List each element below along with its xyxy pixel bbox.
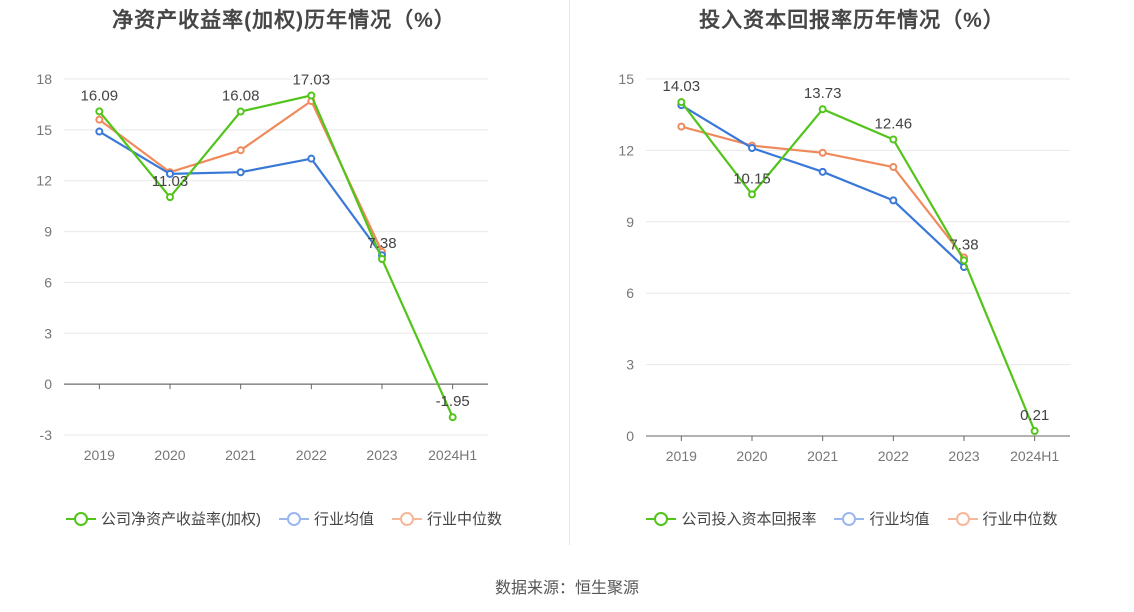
- data-label: 0.21: [1020, 407, 1049, 424]
- roic-chart-plot: 0 3 6 9 12 15 2019 2020 2021 2022 2023 2024H1 14.03 1…: [618, 71, 1070, 464]
- data-point: [95, 127, 104, 136]
- series-line: [98, 94, 454, 418]
- legend-label-company: 公司净资产收益率(加权): [100, 511, 261, 528]
- legend-marker-company: [65, 511, 96, 526]
- x-tick-label: 2020: [154, 447, 185, 463]
- roic-chart-panel: 投入资本回报率历年情况（%） 0 3 6 9 12 15 2019 2020 2021 2022 2…: [570, 0, 1134, 560]
- data-label: 11.03: [152, 173, 188, 190]
- chart-legend: 公司净资产收益率(加权) 行业均值 行业中位数: [0, 508, 568, 529]
- legend-item-industry-median[interactable]: 行业中位数: [392, 508, 502, 529]
- data-point: [236, 168, 245, 177]
- legend-marker-industry-median: [392, 511, 422, 526]
- data-point: [166, 169, 174, 178]
- data-point: [889, 163, 898, 172]
- legend-item-industry-median[interactable]: 行业中位数: [947, 508, 1058, 529]
- x-tick-label: 2024H1: [428, 447, 477, 463]
- data-label: 16.09: [81, 87, 119, 104]
- legend-label-industry-mean: 行业均值: [869, 511, 930, 528]
- y-tick-label: -3: [40, 427, 53, 443]
- legend-label-company: 公司投入资本回报率: [681, 511, 817, 528]
- panel-divider: [569, 0, 570, 545]
- y-tick-label: 6: [626, 285, 634, 301]
- chart-title: 投入资本回报率历年情况（%）: [699, 9, 1005, 32]
- data-point: [1030, 427, 1039, 436]
- data-label: 12.46: [875, 115, 913, 132]
- data-point: [677, 98, 686, 107]
- y-tick-label: 3: [44, 325, 52, 341]
- data-label: 14.03: [663, 78, 701, 95]
- data-label: 10.15: [733, 170, 771, 187]
- x-tick-label: 2020: [736, 448, 767, 464]
- chart-title: 净资产收益率(加权)历年情况（%）: [112, 9, 456, 32]
- data-label: 16.08: [222, 88, 260, 105]
- legend-marker-industry-mean: [834, 511, 865, 526]
- x-tick-label: 2022: [296, 447, 327, 463]
- x-tick-label: 2022: [878, 448, 909, 464]
- y-tick-label: 12: [36, 173, 52, 189]
- data-point: [818, 167, 827, 176]
- data-label: -1.95: [436, 393, 470, 410]
- data-point: [95, 115, 104, 124]
- series-line: [681, 125, 965, 259]
- x-tick-label: 2019: [666, 448, 697, 464]
- legend-marker-company: [646, 511, 677, 526]
- y-tick-label: 6: [44, 274, 52, 290]
- x-tick-label: 2019: [84, 447, 115, 463]
- series-line: [680, 101, 1036, 432]
- data-point: [748, 190, 756, 199]
- data-point: [378, 255, 386, 264]
- data-point: [818, 148, 827, 157]
- y-tick-label: 9: [626, 214, 634, 230]
- data-point: [889, 135, 898, 144]
- data-point: [960, 256, 968, 265]
- data-point: [95, 107, 104, 116]
- series-line: [98, 99, 383, 253]
- data-label: 17.03: [293, 71, 331, 88]
- x-tick-label: 2021: [225, 447, 256, 463]
- data-point: [448, 413, 457, 422]
- data-point: [818, 105, 827, 114]
- y-tick-label: 3: [626, 357, 634, 373]
- roe-chart-panel: 净资产收益率(加权)历年情况（%） -3 0 3 6 9 12 15 18 2019 2020 20…: [0, 0, 568, 560]
- data-label: 7.38: [367, 235, 396, 252]
- data-point: [236, 146, 245, 155]
- y-tick-label: 12: [618, 142, 634, 158]
- data-source-note: 数据来源：恒生聚源: [494, 580, 639, 597]
- data-point: [236, 107, 245, 116]
- y-tick-label: 0: [44, 376, 52, 392]
- data-point: [166, 193, 174, 202]
- legend-item-company[interactable]: 公司投入资本回报率: [646, 508, 816, 529]
- legend-label-industry-mean: 行业均值: [313, 511, 374, 528]
- legend-label-industry-median: 行业中位数: [427, 511, 503, 528]
- legend-item-industry-mean[interactable]: 行业均值: [834, 508, 930, 529]
- y-tick-label: 18: [36, 71, 52, 87]
- x-tick-label: 2021: [807, 448, 838, 464]
- data-point: [307, 154, 316, 163]
- y-tick-label: 15: [618, 71, 634, 87]
- data-point: [677, 122, 686, 131]
- chart-legend: 公司投入资本回报率 行业均值 行业中位数: [570, 508, 1134, 529]
- data-label: 7.38: [949, 236, 978, 253]
- x-tick-label: 2024H1: [1010, 448, 1059, 464]
- roe-chart-plot: -3 0 3 6 9 12 15 18 2019 2020 2021 2022 2023 2024H1 16…: [36, 71, 488, 463]
- data-point: [748, 144, 756, 153]
- legend-item-company[interactable]: 公司净资产收益率(加权): [65, 508, 261, 529]
- data-label: 13.73: [804, 85, 842, 102]
- x-tick-label: 2023: [948, 448, 979, 464]
- legend-marker-industry-mean: [278, 511, 309, 526]
- data-point: [889, 196, 898, 205]
- legend-marker-industry-median: [947, 511, 978, 526]
- y-tick-label: 15: [36, 122, 52, 138]
- legend-label-industry-median: 行业中位数: [982, 511, 1058, 528]
- x-tick-label: 2023: [366, 447, 397, 463]
- y-tick-label: 9: [44, 224, 52, 240]
- y-tick-label: 0: [626, 428, 634, 444]
- data-point: [307, 91, 316, 100]
- legend-item-industry-mean[interactable]: 行业均值: [278, 508, 374, 529]
